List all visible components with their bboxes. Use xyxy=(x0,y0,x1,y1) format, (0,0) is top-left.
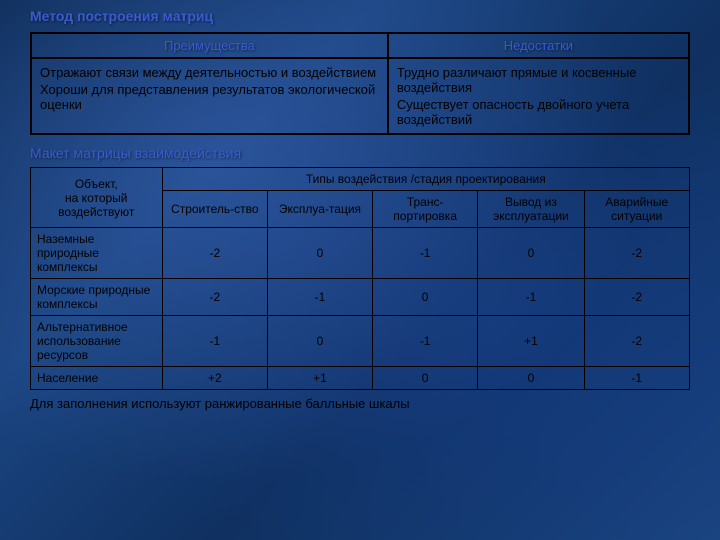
dis-line-2: Существует опасность двойного учета возд… xyxy=(397,97,680,127)
cell: -1 xyxy=(372,316,478,367)
table1-cell-dis: Трудно различают прямые и косвенные возд… xyxy=(388,58,689,134)
table-row: Морские природные комплексы -2 -1 0 -1 -… xyxy=(31,279,690,316)
table2-col-2: Транс-портировка xyxy=(372,191,478,228)
cell: 0 xyxy=(268,316,373,367)
table2-col-0: Строитель-ство xyxy=(162,191,267,228)
slide-title-1: Метод построения матриц xyxy=(30,8,690,24)
table2-col-3: Вывод из эксплуатации xyxy=(478,191,584,228)
cell: 0 xyxy=(372,367,478,390)
table-row: Альтернативное использование ресурсов -1… xyxy=(31,316,690,367)
interaction-matrix-table: Объект, на который воздействуют Типы воз… xyxy=(30,167,690,390)
table2-col-1: Эксплуа-тация xyxy=(268,191,373,228)
cell: -1 xyxy=(584,367,690,390)
cell: -1 xyxy=(478,279,584,316)
cell: -2 xyxy=(162,228,267,279)
cell: -1 xyxy=(268,279,373,316)
table1-cell-adv: Отражают связи между деятельностью и воз… xyxy=(31,58,388,134)
cell: -2 xyxy=(162,279,267,316)
advantages-table: Преимущества Недостатки Отражают связи м… xyxy=(30,32,690,135)
table-row: Население +2 +1 0 0 -1 xyxy=(31,367,690,390)
row-label: Морские природные комплексы xyxy=(31,279,163,316)
cell: -1 xyxy=(372,228,478,279)
table2-corner-header: Объект, на который воздействуют xyxy=(31,168,163,228)
table1-header-adv: Преимущества xyxy=(31,33,388,58)
footer-text: Для заполнения используют ранжированные … xyxy=(30,396,690,411)
cell: +2 xyxy=(162,367,267,390)
cell: 0 xyxy=(268,228,373,279)
cell: 0 xyxy=(478,228,584,279)
table-row: Наземные природные комплексы -2 0 -1 0 -… xyxy=(31,228,690,279)
table1-header-dis: Недостатки xyxy=(388,33,689,58)
table2-span-header: Типы воздействия /стадия проектирования xyxy=(162,168,689,191)
adv-line-1: Отражают связи между деятельностью и воз… xyxy=(40,65,379,80)
cell: -2 xyxy=(584,316,690,367)
corner-bottom: на который воздействуют xyxy=(37,191,156,219)
table2-col-4: Аварийные ситуации xyxy=(584,191,690,228)
cell: 0 xyxy=(372,279,478,316)
cell: -2 xyxy=(584,279,690,316)
corner-top: Объект, xyxy=(37,177,156,191)
cell: +1 xyxy=(478,316,584,367)
cell: 0 xyxy=(478,367,584,390)
cell: -1 xyxy=(162,316,267,367)
cell: +1 xyxy=(268,367,373,390)
row-label: Население xyxy=(31,367,163,390)
cell: -2 xyxy=(584,228,690,279)
dis-line-1: Трудно различают прямые и косвенные возд… xyxy=(397,65,680,95)
row-label: Наземные природные комплексы xyxy=(31,228,163,279)
adv-line-2: Хороши для представления результатов эко… xyxy=(40,82,379,112)
row-label: Альтернативное использование ресурсов xyxy=(31,316,163,367)
slide-title-2: Макет матрицы взаимодействия xyxy=(30,145,690,161)
